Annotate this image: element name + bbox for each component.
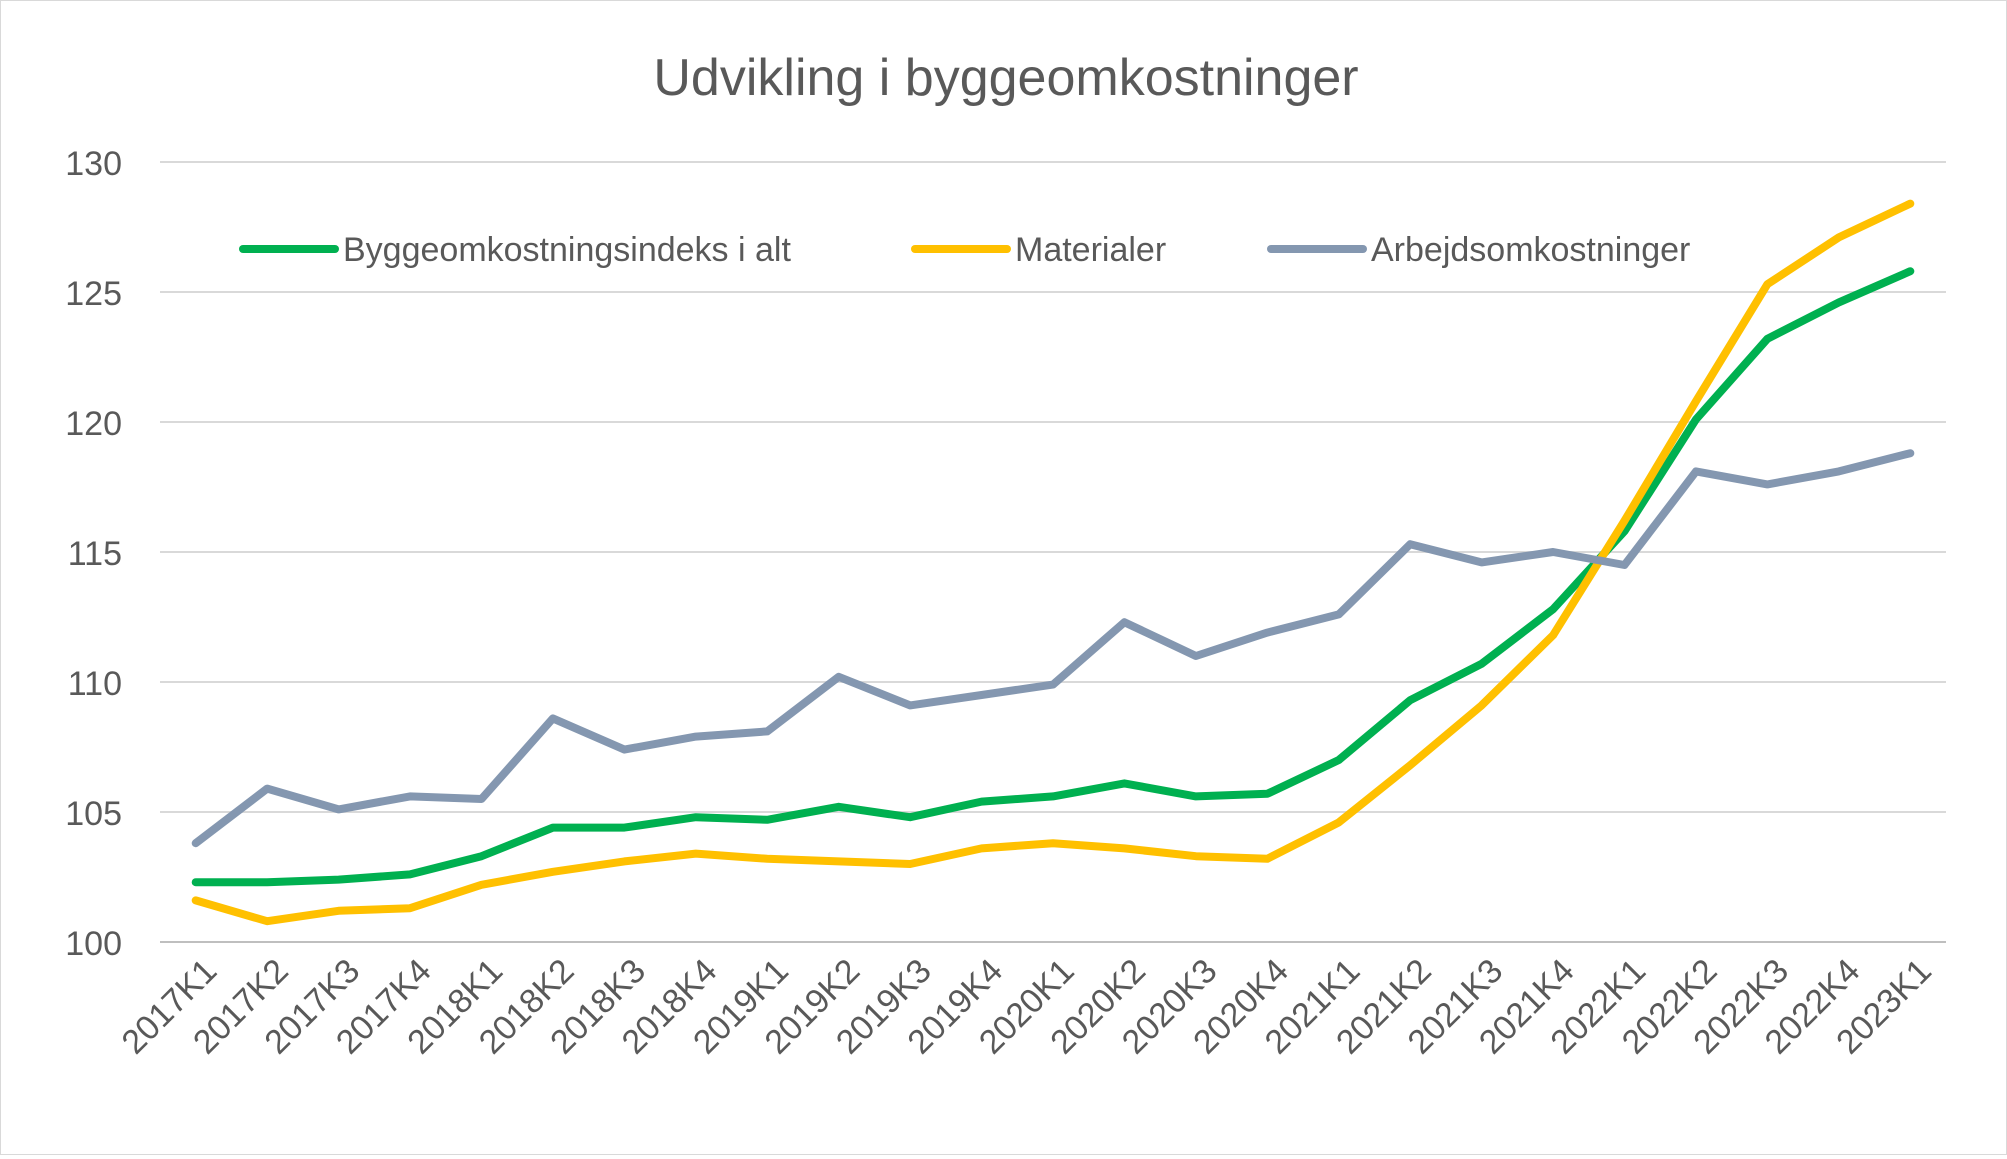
x-axis-tick-labels: 2017K12017K22017K32017K42018K12018K22018… bbox=[115, 952, 1939, 1062]
series-lines bbox=[191, 199, 1915, 926]
legend-item-1[interactable]: Byggeomkostningsindeks i alt bbox=[239, 231, 791, 269]
legend-label: Arbejdsomkostninger bbox=[1371, 231, 1690, 269]
series-line-1 bbox=[191, 267, 1915, 887]
y-tick-label: 120 bbox=[65, 405, 122, 443]
legend-label: Materialer bbox=[1015, 231, 1166, 269]
series-line-3 bbox=[191, 449, 1915, 848]
y-tick-label: 105 bbox=[65, 795, 122, 833]
gridlines bbox=[160, 161, 1946, 943]
y-tick-label: 130 bbox=[65, 145, 122, 183]
y-axis-tick-labels: 100 105 110 115 120 125 130 bbox=[65, 145, 122, 963]
y-tick-label: 110 bbox=[68, 665, 122, 703]
chart-title: Udvikling i byggeomkostninger bbox=[653, 49, 1358, 107]
legend-label: Byggeomkostningsindeks i alt bbox=[343, 231, 791, 269]
legend[interactable]: Byggeomkostningsindeks i alt Materialer Ar… bbox=[239, 231, 1690, 269]
y-tick-label: 125 bbox=[65, 275, 122, 313]
series-line-2 bbox=[191, 199, 1915, 926]
legend-item-2[interactable]: Materialer bbox=[911, 231, 1166, 269]
y-tick-label: 115 bbox=[68, 535, 122, 573]
y-tick-label: 100 bbox=[65, 925, 122, 963]
legend-item-3[interactable]: Arbejdsomkostninger bbox=[1267, 231, 1690, 269]
